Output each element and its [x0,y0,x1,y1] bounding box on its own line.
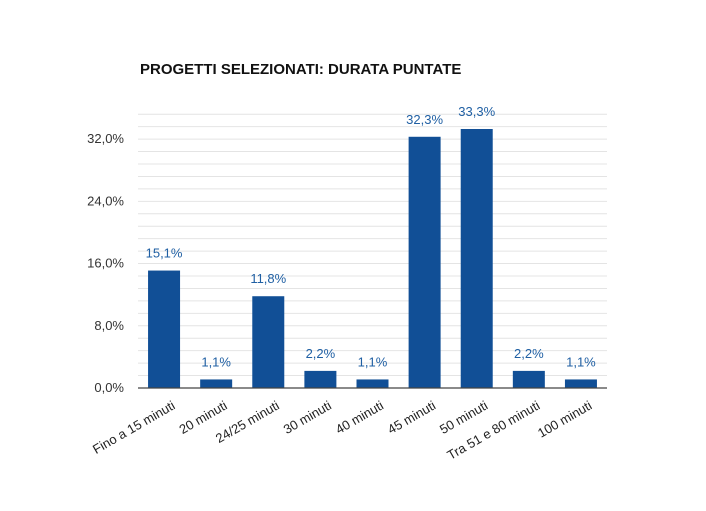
x-tick-label: Tra 51 e 80 minuti [445,398,543,463]
y-tick-label: 32,0% [87,131,124,146]
y-tick-label: 24,0% [87,193,124,208]
y-tick-label: 16,0% [87,256,124,271]
y-axis-ticks: 0,0% 8,0% 16,0% 24,0% 32,0% [87,131,124,395]
x-tick-label: 40 minuti [333,398,386,437]
bar [200,379,233,388]
data-label: 2,2% [306,346,336,361]
data-label: 15,1% [146,246,183,261]
x-tick-label: 45 minuti [385,398,438,437]
x-tick-label: 30 minuti [281,398,334,437]
gridlines [138,113,607,377]
data-label: 1,1% [566,354,596,369]
data-label: 1,1% [358,354,388,369]
bar [512,370,545,388]
bar [252,296,285,388]
data-label: 11,8% [250,271,286,286]
chart-title: PROGETTI SELEZIONATI: DURATA PUNTATE [140,61,461,78]
data-label: 33,3% [458,104,495,119]
x-tick-label: Fino a 15 minuti [90,398,178,457]
bar [460,129,493,388]
data-label: 1,1% [201,354,231,369]
bar [564,379,597,388]
data-label: 32,3% [406,112,443,127]
bar [356,379,389,388]
data-label: 2,2% [514,346,544,361]
x-tick-label: 100 minuti [535,398,595,441]
y-tick-label: 8,0% [94,318,124,333]
bar [408,136,441,388]
bar [304,370,337,388]
bar [148,270,181,388]
y-tick-label: 0,0% [94,380,124,395]
data-labels: 15,1% 1,1% 11,8% 2,2% 1,1% 32,3% 33,3% 2,2% 1,1% [146,104,597,369]
bars [148,129,597,388]
